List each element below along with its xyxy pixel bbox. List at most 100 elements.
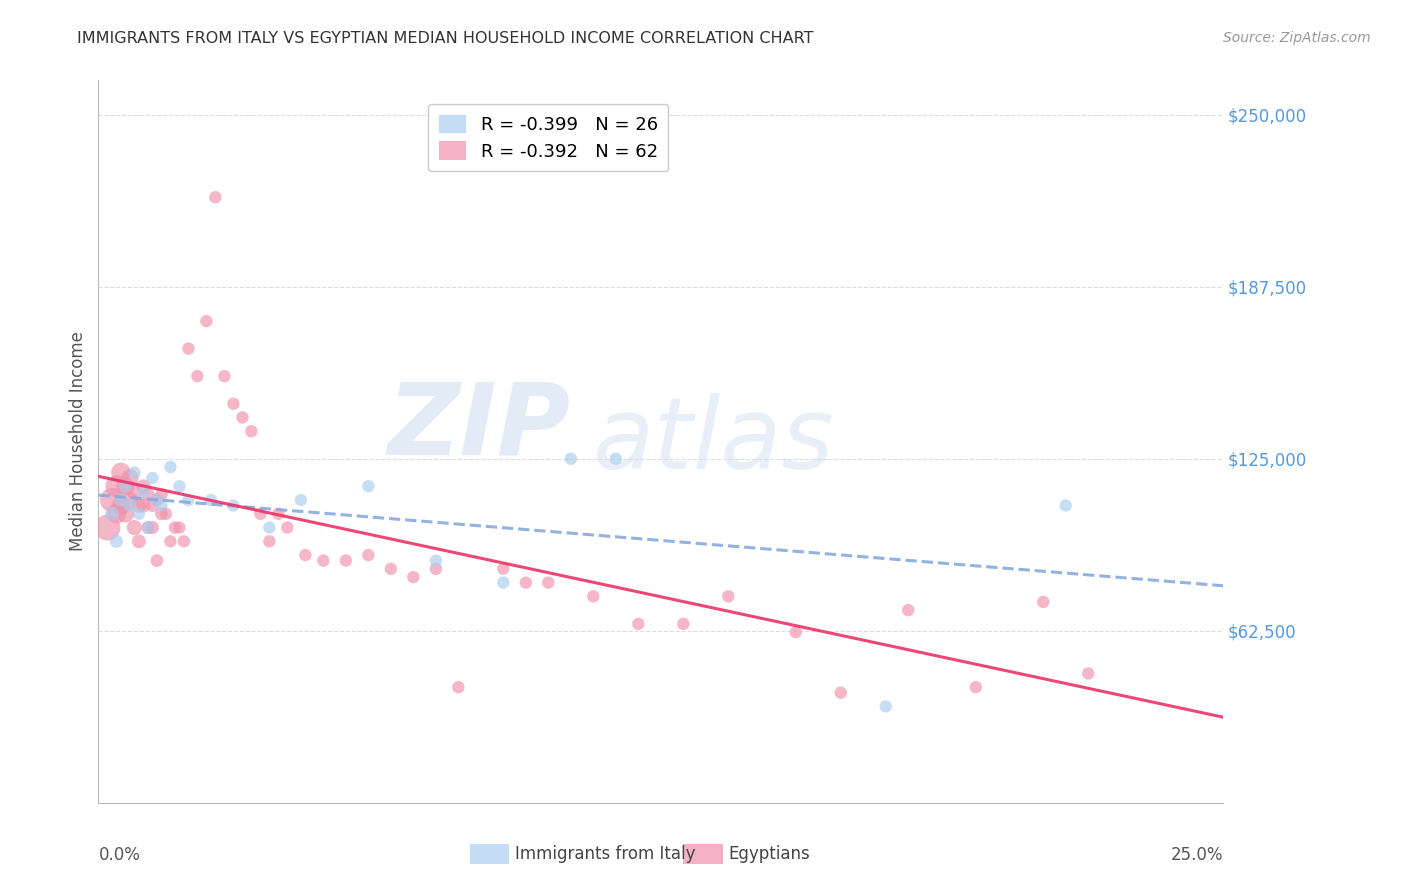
Point bbox=[141, 499, 163, 513]
Point bbox=[259, 534, 281, 549]
Point bbox=[132, 499, 155, 513]
Point bbox=[124, 466, 146, 480]
Point bbox=[101, 507, 124, 521]
Point bbox=[897, 603, 920, 617]
Point bbox=[605, 451, 627, 466]
Point bbox=[96, 520, 118, 534]
Point bbox=[447, 680, 470, 694]
Point bbox=[173, 534, 195, 549]
Point bbox=[169, 479, 191, 493]
Point bbox=[128, 534, 150, 549]
Point bbox=[1077, 666, 1099, 681]
Point bbox=[118, 471, 141, 485]
Point bbox=[335, 553, 357, 567]
Y-axis label: Median Household Income: Median Household Income bbox=[69, 332, 87, 551]
Point bbox=[118, 499, 141, 513]
Text: Source: ZipAtlas.com: Source: ZipAtlas.com bbox=[1223, 31, 1371, 45]
Point bbox=[582, 590, 605, 604]
Point bbox=[136, 520, 159, 534]
Point bbox=[146, 553, 169, 567]
Point bbox=[267, 507, 290, 521]
Point bbox=[146, 493, 169, 508]
Point bbox=[672, 616, 695, 631]
Text: ZIP: ZIP bbox=[388, 378, 571, 475]
Point bbox=[128, 507, 150, 521]
Point bbox=[200, 493, 222, 508]
Point bbox=[155, 507, 177, 521]
Point bbox=[110, 493, 132, 508]
Point bbox=[204, 190, 226, 204]
Point bbox=[150, 487, 173, 501]
Point bbox=[515, 575, 537, 590]
Point bbox=[357, 479, 380, 493]
Point bbox=[1032, 595, 1054, 609]
Point bbox=[380, 562, 402, 576]
Point bbox=[150, 507, 173, 521]
Point bbox=[222, 499, 245, 513]
Text: Egyptians: Egyptians bbox=[728, 845, 810, 863]
Point bbox=[357, 548, 380, 562]
Point bbox=[294, 548, 316, 562]
Point bbox=[105, 479, 128, 493]
Point bbox=[1054, 499, 1077, 513]
Point bbox=[159, 534, 181, 549]
Point bbox=[249, 507, 271, 521]
Point bbox=[128, 499, 150, 513]
Point bbox=[163, 520, 186, 534]
Text: 25.0%: 25.0% bbox=[1171, 847, 1223, 864]
Point bbox=[114, 507, 136, 521]
Text: IMMIGRANTS FROM ITALY VS EGYPTIAN MEDIAN HOUSEHOLD INCOME CORRELATION CHART: IMMIGRANTS FROM ITALY VS EGYPTIAN MEDIAN… bbox=[77, 31, 814, 46]
Point bbox=[425, 553, 447, 567]
Point bbox=[110, 499, 132, 513]
Bar bbox=[683, 844, 723, 864]
Point bbox=[785, 625, 807, 640]
Point bbox=[186, 369, 208, 384]
Legend: R = -0.399   N = 26, R = -0.392   N = 62: R = -0.399 N = 26, R = -0.392 N = 62 bbox=[429, 103, 668, 171]
Point bbox=[259, 520, 281, 534]
Point bbox=[110, 466, 132, 480]
Point bbox=[875, 699, 897, 714]
Point bbox=[717, 590, 740, 604]
Text: atlas: atlas bbox=[593, 393, 835, 490]
Point bbox=[312, 553, 335, 567]
Point bbox=[830, 686, 852, 700]
Point bbox=[231, 410, 253, 425]
Point bbox=[105, 507, 128, 521]
Point bbox=[290, 493, 312, 508]
Point bbox=[240, 424, 263, 438]
Point bbox=[159, 460, 181, 475]
Bar bbox=[470, 844, 509, 864]
Point bbox=[965, 680, 987, 694]
Point bbox=[114, 479, 136, 493]
Point bbox=[177, 493, 200, 508]
Point bbox=[105, 534, 128, 549]
Point bbox=[150, 499, 173, 513]
Point bbox=[136, 487, 159, 501]
Point bbox=[118, 493, 141, 508]
Point bbox=[132, 484, 155, 499]
Point bbox=[492, 562, 515, 576]
Point bbox=[124, 484, 146, 499]
Point bbox=[124, 520, 146, 534]
Text: Immigrants from Italy: Immigrants from Italy bbox=[515, 845, 695, 863]
Point bbox=[195, 314, 218, 328]
Point bbox=[214, 369, 236, 384]
Point bbox=[492, 575, 515, 590]
Point bbox=[177, 342, 200, 356]
Point bbox=[132, 479, 155, 493]
Text: 0.0%: 0.0% bbox=[98, 847, 141, 864]
Point bbox=[402, 570, 425, 584]
Point bbox=[276, 520, 298, 534]
Point bbox=[537, 575, 560, 590]
Point bbox=[560, 451, 582, 466]
Point bbox=[222, 397, 245, 411]
Point bbox=[114, 479, 136, 493]
Point bbox=[425, 562, 447, 576]
Point bbox=[136, 520, 159, 534]
Point bbox=[101, 493, 124, 508]
Point bbox=[169, 520, 191, 534]
Point bbox=[141, 471, 163, 485]
Point bbox=[627, 616, 650, 631]
Point bbox=[141, 520, 163, 534]
Point bbox=[146, 493, 169, 508]
